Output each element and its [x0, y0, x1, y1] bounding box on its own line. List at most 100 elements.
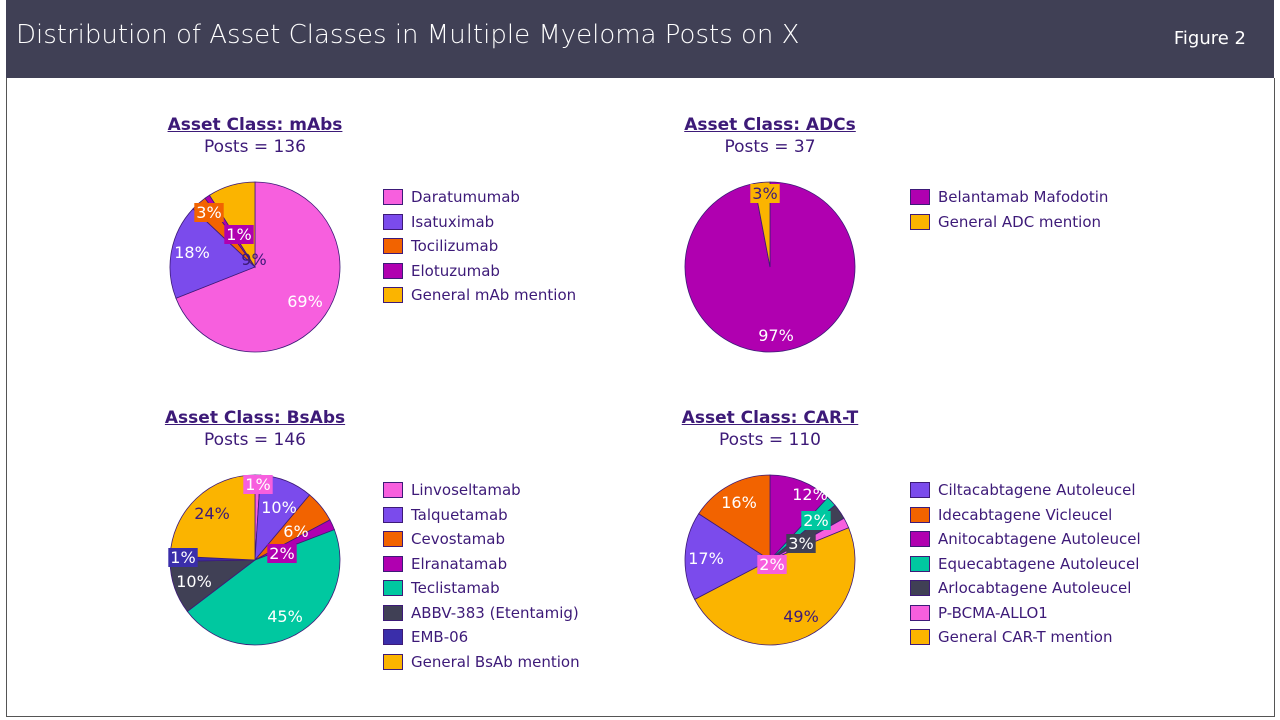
- legend-item: Arlocabtagene Autoleucel: [910, 576, 1141, 601]
- legend-item: General BsAb mention: [383, 650, 580, 675]
- header: Distribution of Asset Classes in Multipl…: [6, 0, 1274, 78]
- pie-panel-2: Asset Class: BsAbs Posts = 146 1% 10% 6% 2% 45…: [155, 408, 675, 688]
- legend-item: Cevostamab: [383, 527, 580, 552]
- legend-item: Talquetamab: [383, 503, 580, 528]
- legend-label: Daratumumab: [411, 188, 520, 207]
- pie-slice-teclistamab: [186, 529, 341, 646]
- pie-panel-0: Asset Class: mAbs Posts = 136 69% 18% 3% 1% 9%…: [155, 115, 675, 395]
- legend-item: Daratumumab: [383, 185, 576, 210]
- legend-swatch: [910, 482, 930, 499]
- legend-label: Anitocabtagene Autoleucel: [938, 530, 1141, 549]
- legend-swatch: [383, 604, 403, 621]
- legend-swatch: [910, 555, 930, 572]
- legend-swatch: [383, 629, 403, 646]
- legend-swatch: [910, 213, 930, 230]
- legend-item: Anitocabtagene Autoleucel: [910, 527, 1141, 552]
- svg-text:10%: 10%: [176, 572, 212, 591]
- pie-panel-1: Asset Class: ADCs Posts = 37 97% 3% Belantam…: [670, 115, 1190, 395]
- data-label: 1%: [168, 548, 198, 567]
- data-label: 69%: [287, 292, 323, 311]
- figure-label: Figure 2: [1173, 28, 1246, 49]
- svg-text:1%: 1%: [245, 475, 270, 494]
- data-label: 16%: [721, 493, 757, 512]
- svg-text:69%: 69%: [287, 292, 323, 311]
- pie-chart: 69% 18% 3% 1% 9%: [169, 181, 341, 353]
- chart-subtitle: Posts = 37: [724, 137, 816, 157]
- legend-swatch: [910, 629, 930, 646]
- legend-label: General BsAb mention: [411, 652, 580, 671]
- legend-item: Teclistamab: [383, 576, 580, 601]
- legend-label: General mAb mention: [411, 286, 577, 305]
- svg-text:2%: 2%: [269, 544, 294, 563]
- legend-label: Talquetamab: [411, 505, 508, 524]
- svg-text:1%: 1%: [226, 225, 251, 244]
- svg-text:24%: 24%: [194, 504, 230, 523]
- chart-subtitle: Posts = 146: [204, 430, 306, 450]
- data-label: 9%: [241, 250, 266, 269]
- legend-label: Equecabtagene Autoleucel: [938, 554, 1140, 573]
- legend-item: General CAR-T mention: [910, 625, 1141, 650]
- legend-swatch: [383, 506, 403, 523]
- data-label: 2%: [267, 544, 297, 563]
- svg-text:12%: 12%: [792, 485, 828, 504]
- chart-title: Asset Class: ADCs: [684, 115, 856, 135]
- pie-chart: 97% 3%: [684, 181, 856, 353]
- legend: Daratumumab Isatuximab Tocilizumab Elotuzum…: [383, 185, 576, 308]
- legend-swatch: [383, 213, 403, 230]
- legend-item: Belantamab Mafodotin: [910, 185, 1108, 210]
- svg-text:18%: 18%: [174, 243, 210, 262]
- legend-swatch: [383, 555, 403, 572]
- pie-slice-idecabtagene-vicleucel: [698, 474, 771, 561]
- pie-panel-3: Asset Class: CAR-T Posts = 110 17% 16% 12% 2%…: [670, 408, 1190, 688]
- chart-title: Asset Class: BsAbs: [164, 408, 346, 428]
- legend-label: Elranatamab: [411, 554, 508, 573]
- legend-label: Arlocabtagene Autoleucel: [938, 579, 1132, 598]
- legend-label: Idecabtagene Vicleucel: [938, 505, 1113, 524]
- legend-label: Teclistamab: [411, 579, 500, 598]
- legend-swatch: [383, 531, 403, 548]
- legend-label: Ciltacabtagene Autoleucel: [938, 481, 1136, 500]
- legend-label: General CAR-T mention: [938, 628, 1113, 647]
- legend-item: General mAb mention: [383, 283, 576, 308]
- pie-slice-ciltacabtagene-autoleucel: [684, 513, 771, 600]
- legend-swatch: [910, 604, 930, 621]
- figure-frame: [6, 78, 1275, 717]
- legend-swatch: [910, 189, 930, 206]
- legend-item: Equecabtagene Autoleucel: [910, 552, 1141, 577]
- chart-subtitle: Posts = 136: [204, 137, 306, 157]
- legend-label: Isatuximab: [411, 212, 495, 231]
- legend-swatch: [383, 238, 403, 255]
- svg-text:10%: 10%: [261, 498, 297, 517]
- legend-label: Elotuzumab: [411, 261, 500, 280]
- chart-title: Asset Class: mAbs: [167, 115, 343, 135]
- svg-text:1%: 1%: [170, 548, 195, 567]
- data-label: 49%: [783, 607, 819, 626]
- legend-item: ABBV-383 (Etentamig): [383, 601, 580, 626]
- legend-item: Idecabtagene Vicleucel: [910, 503, 1141, 528]
- svg-text:6%: 6%: [283, 522, 308, 541]
- legend: Ciltacabtagene Autoleucel Idecabtagene Vi…: [910, 478, 1141, 650]
- legend-swatch: [383, 189, 403, 206]
- data-label: 18%: [174, 243, 210, 262]
- legend-item: Ciltacabtagene Autoleucel: [910, 478, 1141, 503]
- data-label: 2%: [757, 555, 787, 574]
- legend-swatch: [910, 531, 930, 548]
- legend-label: Linvoseltamab: [411, 481, 521, 500]
- data-label: 1%: [243, 475, 273, 494]
- data-label: 12%: [792, 485, 828, 504]
- data-label: 6%: [283, 522, 308, 541]
- legend-item: Elranatamab: [383, 552, 580, 577]
- legend-label: Cevostamab: [411, 530, 505, 549]
- legend-label: P-BCMA-ALLO1: [938, 603, 1048, 622]
- legend-item: EMB-06: [383, 625, 580, 650]
- pie-slice-daratumumab: [175, 181, 341, 353]
- svg-text:3%: 3%: [788, 534, 813, 553]
- data-label: 45%: [267, 607, 303, 626]
- legend-label: General ADC mention: [938, 212, 1102, 231]
- legend-item: Linvoseltamab: [383, 478, 580, 503]
- legend-swatch: [383, 653, 403, 670]
- data-label: 10%: [176, 572, 212, 591]
- legend-swatch: [383, 482, 403, 499]
- data-label: 1%: [224, 225, 254, 244]
- svg-text:16%: 16%: [721, 493, 757, 512]
